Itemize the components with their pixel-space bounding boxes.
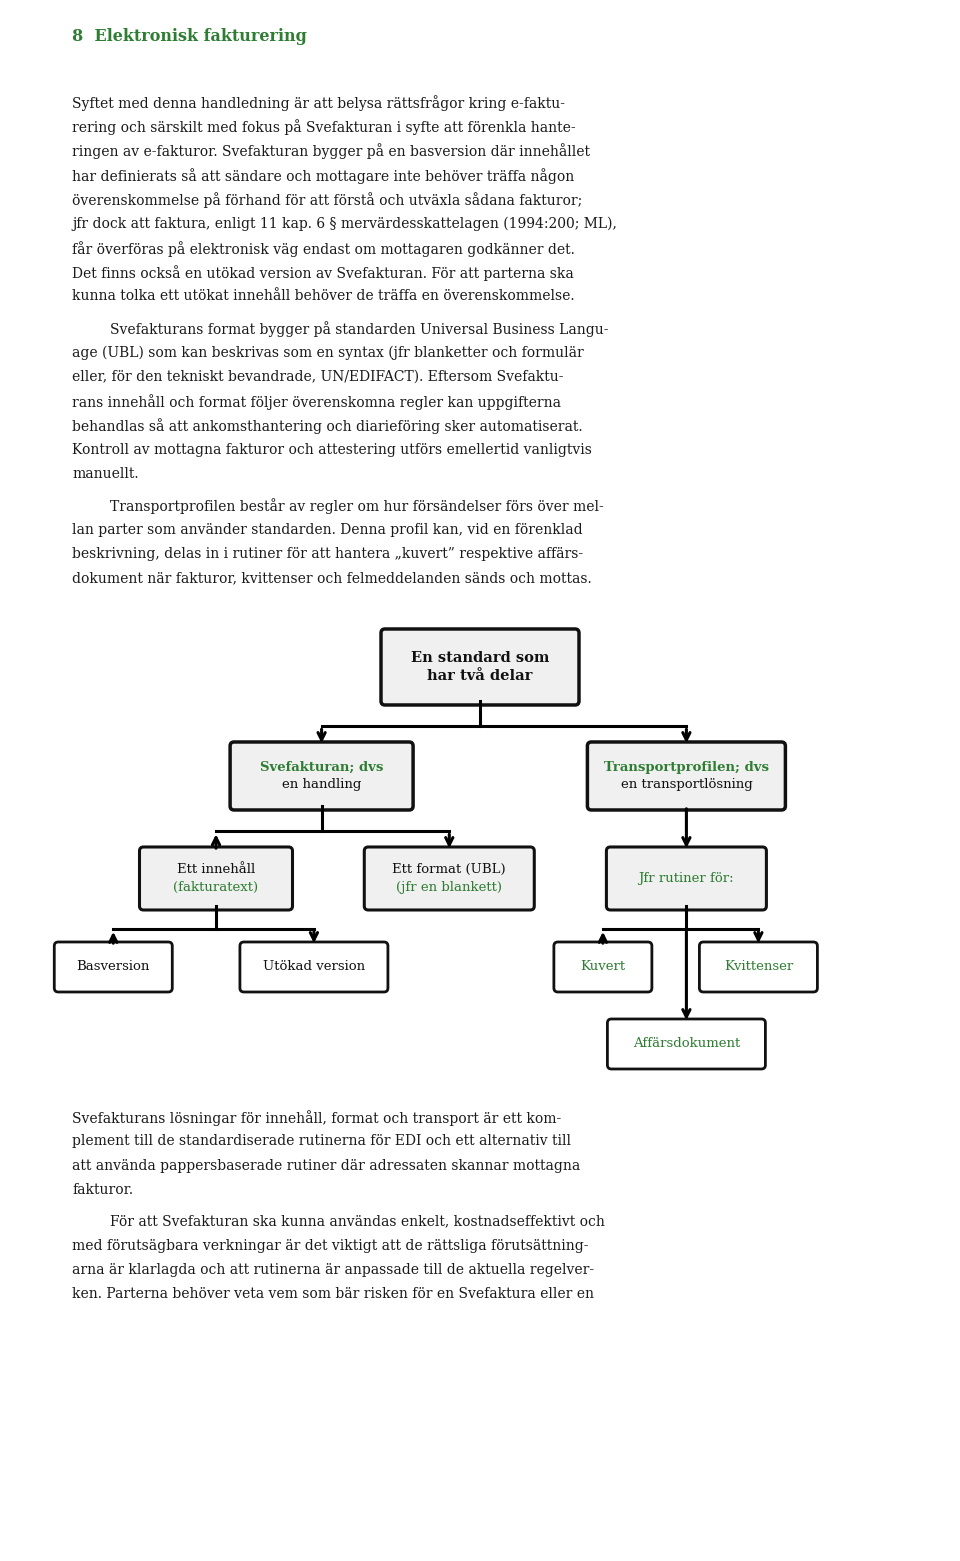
Text: Kontroll av mottagna fakturor och attestering utförs emellertid vanligtvis: Kontroll av mottagna fakturor och attest… (72, 443, 592, 456)
Text: (fakturatext): (fakturatext) (174, 880, 258, 893)
Text: manuellt.: manuellt. (72, 467, 138, 481)
Text: ringen av e-fakturor. Svefakturan bygger på en basversion där innehållet: ringen av e-fakturor. Svefakturan bygger… (72, 144, 590, 159)
Text: fakturor.: fakturor. (72, 1183, 133, 1197)
FancyBboxPatch shape (554, 941, 652, 991)
FancyBboxPatch shape (364, 848, 535, 910)
Text: har två delar: har två delar (427, 670, 533, 684)
Text: 8  Elektronisk fakturering: 8 Elektronisk fakturering (72, 28, 307, 45)
Text: (jfr en blankett): (jfr en blankett) (396, 880, 502, 893)
Text: Kuvert: Kuvert (580, 960, 626, 974)
Text: att använda pappersbaserade rutiner där adressaten skannar mottagna: att använda pappersbaserade rutiner där … (72, 1158, 580, 1172)
Text: får överföras på elektronisk väg endast om mottagaren godkänner det.: får överföras på elektronisk väg endast … (72, 240, 575, 256)
Text: Svefakturans lösningar för innehåll, format och transport är ett kom-: Svefakturans lösningar för innehåll, for… (72, 1110, 562, 1125)
Text: beskrivning, delas in i rutiner för att hantera „kuvert” respektive affärs-: beskrivning, delas in i rutiner för att … (72, 546, 583, 560)
Text: Ett format (UBL): Ett format (UBL) (393, 863, 506, 876)
Text: Affärsdokument: Affärsdokument (633, 1038, 740, 1051)
FancyBboxPatch shape (588, 741, 785, 810)
Text: jfr dock att faktura, enligt 11 kap. 6 § mervärdesskattelagen (1994:200; ML),: jfr dock att faktura, enligt 11 kap. 6 §… (72, 217, 617, 231)
Text: För att Svefakturan ska kunna användas enkelt, kostnadseffektivt och: För att Svefakturan ska kunna användas e… (110, 1214, 605, 1229)
Text: en handling: en handling (282, 777, 361, 791)
Text: Svefakturans format bygger på standarden Universal Business Langu-: Svefakturans format bygger på standarden… (110, 322, 609, 337)
Text: Kvittenser: Kvittenser (724, 960, 793, 974)
FancyBboxPatch shape (139, 848, 293, 910)
Text: Basversion: Basversion (77, 960, 150, 974)
Text: rering och särskilt med fokus på Svefakturan i syfte att förenkla hante-: rering och särskilt med fokus på Svefakt… (72, 119, 576, 136)
Text: arna är klarlagda och att rutinerna är anpassade till de aktuella regelver-: arna är klarlagda och att rutinerna är a… (72, 1263, 594, 1277)
Text: Transportprofilen; dvs: Transportprofilen; dvs (604, 760, 769, 774)
Text: Jfr rutiner för:: Jfr rutiner för: (638, 873, 734, 885)
FancyBboxPatch shape (608, 1019, 765, 1069)
FancyBboxPatch shape (240, 941, 388, 991)
Text: Transportprofilen består av regler om hur försändelser förs över mel-: Transportprofilen består av regler om hu… (110, 498, 604, 514)
FancyBboxPatch shape (230, 741, 413, 810)
Text: Svefakturan; dvs: Svefakturan; dvs (260, 760, 383, 774)
FancyBboxPatch shape (55, 941, 172, 991)
FancyBboxPatch shape (607, 848, 766, 910)
Text: lan parter som använder standarden. Denna profil kan, vid en förenklad: lan parter som använder standarden. Denn… (72, 523, 583, 537)
Text: age (UBL) som kan beskrivas som en syntax (jfr blanketter och formulär: age (UBL) som kan beskrivas som en synta… (72, 345, 584, 359)
Text: dokument när fakturor, kvittenser och felmeddelanden sänds och mottas.: dokument när fakturor, kvittenser och fe… (72, 571, 591, 585)
Text: eller, för den tekniskt bevandrade, UN/EDIFACT). Eftersom Svefaktu-: eller, för den tekniskt bevandrade, UN/E… (72, 370, 564, 384)
Text: En standard som: En standard som (411, 651, 549, 665)
Text: en transportlösning: en transportlösning (620, 777, 753, 791)
Text: behandlas så att ankomsthantering och diarieföring sker automatiserat.: behandlas så att ankomsthantering och di… (72, 418, 583, 434)
Text: överenskommelse på förhand för att förstå och utväxla sådana fakturor;: överenskommelse på förhand för att först… (72, 192, 583, 208)
Text: kunna tolka ett utökat innehåll behöver de träffa en överenskommelse.: kunna tolka ett utökat innehåll behöver … (72, 289, 575, 303)
Text: Utökad version: Utökad version (263, 960, 365, 974)
FancyBboxPatch shape (381, 629, 579, 706)
Text: rans innehåll och format följer överenskomna regler kan uppgifterna: rans innehåll och format följer överensk… (72, 393, 561, 411)
Text: Ett innehåll: Ett innehåll (177, 863, 255, 876)
FancyBboxPatch shape (700, 941, 817, 991)
Text: med förutsägbara verkningar är det viktigt att de rättsliga förutsättning-: med förutsägbara verkningar är det vikti… (72, 1239, 588, 1253)
Text: Det finns också en utökad version av Svefakturan. För att parterna ska: Det finns också en utökad version av Sve… (72, 265, 574, 281)
Text: plement till de standardiserade rutinerna för EDI och ett alternativ till: plement till de standardiserade rutinern… (72, 1135, 571, 1149)
Text: ken. Parterna behöver veta vem som bär risken för en Svefaktura eller en: ken. Parterna behöver veta vem som bär r… (72, 1288, 594, 1302)
Text: Syftet med denna handledning är att belysa rättsfrågor kring e-faktu-: Syftet med denna handledning är att bely… (72, 95, 565, 111)
Text: har definierats så att sändare och mottagare inte behöver träffa någon: har definierats så att sändare och motta… (72, 169, 574, 184)
